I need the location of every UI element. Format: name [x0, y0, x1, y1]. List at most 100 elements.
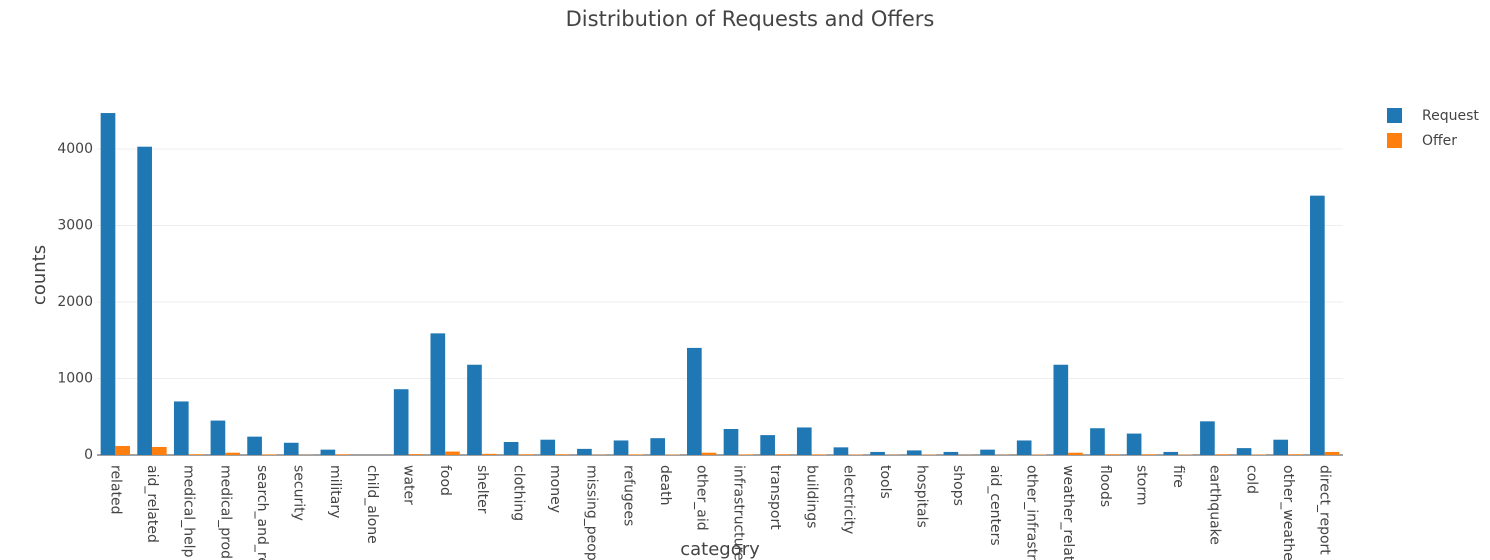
bar — [225, 452, 240, 455]
x-tick-label: military — [327, 465, 343, 518]
x-tick-label: food — [437, 465, 453, 496]
bar — [1104, 454, 1120, 455]
bar — [1068, 452, 1083, 455]
bar — [760, 435, 775, 455]
x-tick-label: aid_centers — [987, 465, 1003, 546]
bar — [430, 333, 446, 455]
bar — [613, 440, 629, 455]
bar — [173, 401, 189, 455]
bar — [738, 454, 753, 455]
x-tick-label: storm — [1133, 465, 1149, 506]
bar — [628, 454, 644, 455]
bar — [335, 454, 350, 455]
legend-swatch — [1387, 133, 1402, 148]
bar — [518, 454, 534, 455]
x-tick-label: money — [547, 465, 563, 513]
bar — [283, 442, 299, 455]
bar — [723, 428, 739, 455]
bar — [555, 454, 570, 455]
bar — [1016, 440, 1032, 455]
bar — [1214, 454, 1230, 455]
x-tick-label: infrastructure_related — [730, 465, 746, 560]
bar — [151, 446, 167, 455]
x-tick-label: medical_products — [217, 465, 233, 560]
x-tick-label: shops — [950, 465, 966, 506]
bar — [261, 454, 277, 455]
bar — [774, 454, 790, 455]
x-tick-label: weather_related — [1060, 465, 1076, 560]
bar — [687, 347, 702, 455]
bar — [1288, 454, 1303, 455]
x-tick-label: other_infrastructure — [1024, 465, 1040, 560]
y-tick-label: 3000 — [57, 218, 93, 234]
bar — [1090, 428, 1105, 455]
bar — [503, 441, 519, 455]
y-tick-label: 1000 — [57, 371, 93, 387]
y-tick-label: 0 — [84, 447, 93, 463]
bar — [833, 447, 849, 455]
x-tick-label: water — [401, 465, 417, 505]
bar — [188, 454, 204, 455]
x-tick-label: electricity — [840, 465, 856, 534]
bar — [1163, 451, 1179, 455]
bar — [811, 454, 827, 455]
legend-label: Offer — [1422, 133, 1457, 149]
x-tick-label: fire — [1170, 465, 1186, 488]
bar — [481, 453, 497, 455]
bar — [796, 427, 812, 455]
bar — [1141, 454, 1157, 455]
bar — [320, 449, 336, 455]
y-axis-title: counts — [29, 245, 50, 305]
bar — [1324, 451, 1340, 455]
chart-title: Distribution of Requests and Offers — [566, 7, 935, 31]
x-axis-title: category — [680, 539, 760, 560]
x-tick-label: earthquake — [1207, 465, 1223, 545]
x-tick-label: child_alone — [364, 465, 380, 544]
bar — [1200, 421, 1215, 455]
x-tick-label: cold — [1243, 465, 1259, 494]
bar — [1053, 364, 1069, 455]
bar — [1310, 195, 1325, 456]
x-tick-label: transport — [767, 465, 783, 530]
bar — [870, 451, 885, 455]
bar — [943, 451, 959, 455]
x-tick-label: death — [657, 465, 673, 505]
bar — [467, 364, 482, 455]
bar — [906, 450, 922, 455]
x-tick-label: missing_people — [584, 465, 600, 560]
x-tick-label: direct_report — [1317, 465, 1333, 555]
x-tick-label: related — [107, 465, 123, 515]
bar — [210, 420, 226, 455]
x-tick-label: other_weather — [1280, 465, 1296, 560]
bar — [445, 451, 460, 455]
bar — [980, 449, 995, 455]
bar — [115, 445, 130, 455]
y-tick-label: 4000 — [57, 141, 93, 157]
x-tick-label: shelter — [474, 465, 490, 514]
bar — [577, 448, 592, 455]
x-tick-label: buildings — [804, 465, 820, 528]
x-tick-label: other_aid — [694, 465, 710, 531]
x-tick-label: clothing — [510, 465, 526, 521]
bar — [393, 389, 409, 455]
bar — [137, 146, 152, 455]
x-tick-label: security — [291, 465, 307, 521]
x-tick-label: aid_related — [144, 465, 160, 543]
x-tick-label: hospitals — [914, 465, 930, 528]
legend-swatch — [1387, 108, 1402, 123]
x-tick-label: medical_help — [181, 465, 197, 558]
x-tick-label: tools — [877, 465, 893, 499]
x-tick-label: floods — [1097, 465, 1113, 507]
bar — [408, 454, 424, 455]
x-tick-label: search_and_rescue — [254, 465, 270, 560]
x-tick-label: refugees — [620, 465, 636, 526]
bar — [100, 113, 116, 456]
bar — [1236, 448, 1252, 455]
bar — [247, 436, 262, 455]
y-tick-label: 2000 — [57, 294, 93, 310]
legend-label: Request — [1422, 108, 1479, 124]
bar — [1273, 439, 1289, 455]
bar — [650, 438, 666, 455]
bar — [701, 452, 717, 455]
